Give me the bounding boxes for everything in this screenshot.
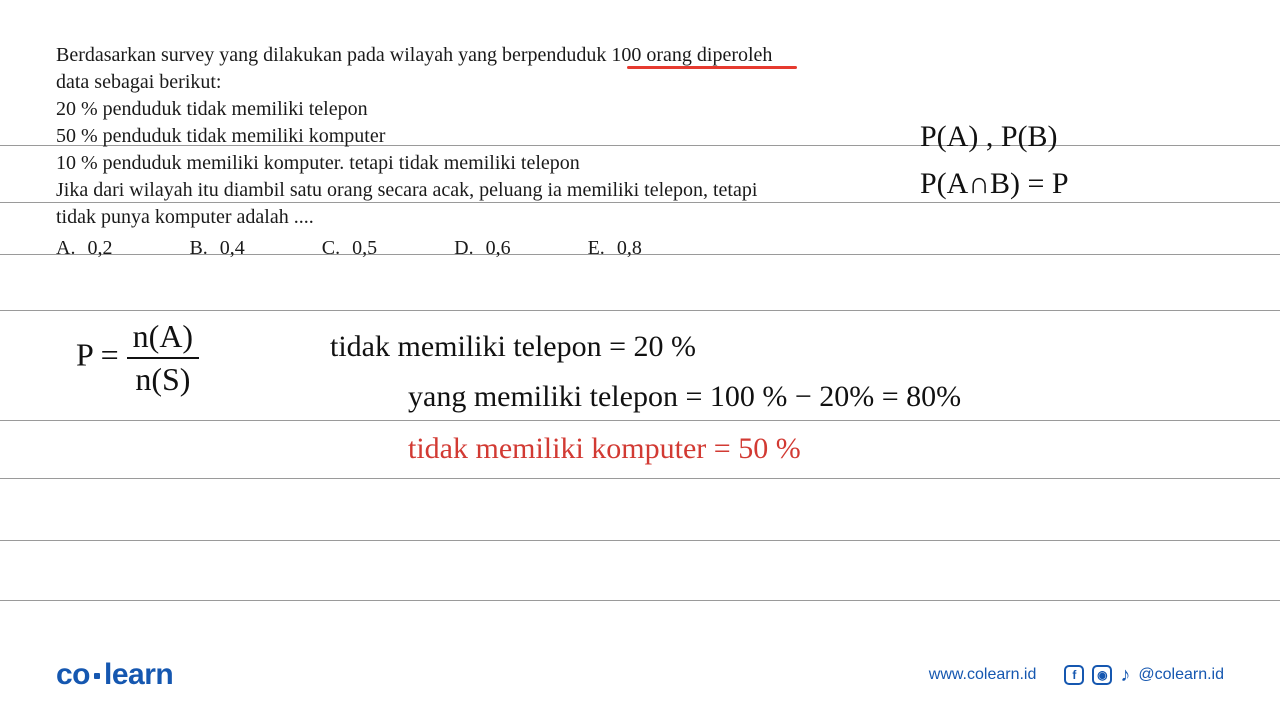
social-handle: @colearn.id: [1138, 666, 1224, 684]
answer-options: A.0,2 B.0,4 C.0,5 D.0,6 E.0,8: [56, 237, 1224, 260]
q-line: tidak punya komputer adalah ....: [56, 204, 1224, 231]
handwritten-side-notes: P(A) , P(B) P(A∩B) = P: [920, 114, 1069, 207]
q-line: Berdasarkan survey yang dilakukan pada w…: [56, 42, 1224, 69]
option-e: E.0,8: [588, 237, 642, 260]
handwritten-formula: P = n(A) n(S): [76, 318, 199, 398]
option-c: C.0,5: [322, 237, 377, 260]
instagram-icon: ◉: [1092, 665, 1112, 685]
formula-fraction: n(A) n(S): [127, 318, 199, 398]
logo-co: co: [56, 658, 90, 691]
fraction-bar: [127, 357, 199, 359]
footer: colearn www.colearn.id f ◉ ♪ @colearn.id: [56, 658, 1224, 692]
brand-logo: colearn: [56, 658, 173, 692]
fraction-numerator: n(A): [127, 318, 199, 355]
social-icons: f ◉ ♪ @colearn.id: [1064, 664, 1224, 687]
tiktok-icon: ♪: [1120, 664, 1130, 687]
fraction-denominator: n(S): [127, 361, 199, 398]
option-b: B.0,4: [189, 237, 244, 260]
facebook-icon: f: [1064, 665, 1084, 685]
hw-work-line: tidak memiliki telepon = 20 %: [330, 330, 696, 364]
formula-prefix: P =: [76, 336, 127, 372]
logo-learn: learn: [104, 658, 173, 691]
hw-line: P(A∩B) = P: [920, 161, 1069, 208]
footer-url: www.colearn.id: [929, 666, 1037, 684]
hw-work-line: tidak memiliki komputer = 50 %: [408, 432, 801, 466]
option-a: A.0,2: [56, 237, 112, 260]
hw-work-line: yang memiliki telepon = 100 % − 20% = 80…: [408, 380, 961, 414]
footer-right: www.colearn.id f ◉ ♪ @colearn.id: [929, 664, 1224, 687]
option-d: D.0,6: [454, 237, 510, 260]
hw-line: P(A) , P(B): [920, 114, 1069, 161]
q-line: data sebagai berikut:: [56, 69, 1224, 96]
logo-dot-icon: [94, 673, 100, 679]
